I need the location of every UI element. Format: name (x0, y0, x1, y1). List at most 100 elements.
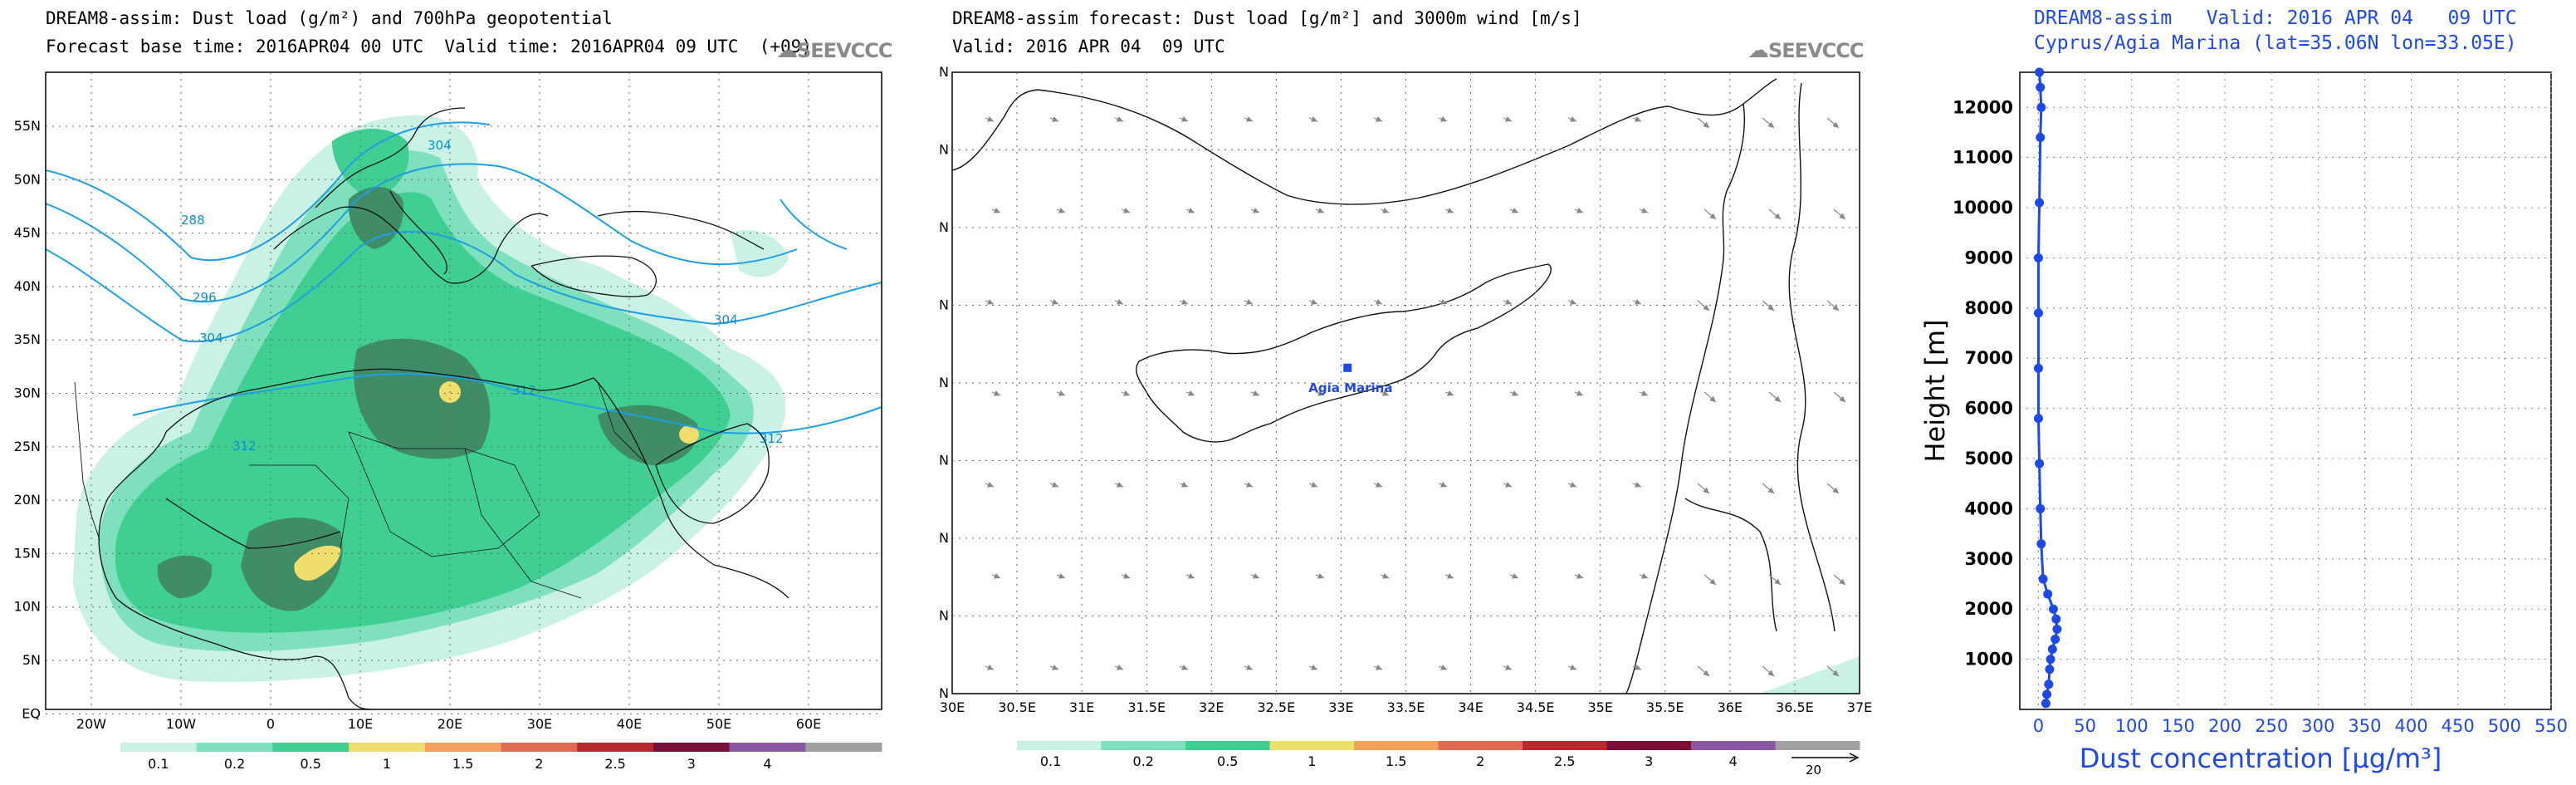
map2-graticule (952, 72, 1860, 694)
svg-text:34E: 34E (1458, 699, 1483, 715)
svg-text:0.5: 0.5 (1217, 753, 1238, 769)
profile-point (2035, 459, 2045, 469)
profile-y-ticks: 1000 2000 3000 4000 5000 6000 7000 8000 9000 1000… (1953, 97, 2013, 669)
coastlines-cyprus (952, 78, 1835, 694)
profile-point (2036, 503, 2046, 513)
seevccc-logo: ☁SEEVCCC (1747, 38, 1864, 63)
station-label: Agia Marina (1308, 380, 1392, 395)
svg-text:30N: 30N (14, 385, 41, 401)
x-tick-label: 250 (2255, 716, 2288, 736)
cyprus-wind-map-panel: DREAM8-assim forecast: Dust load [g/m²] … (938, 0, 1876, 785)
y-tick-label: 1000 (1965, 650, 2013, 670)
profile-point (2043, 589, 2053, 599)
svg-text:50E: 50E (706, 716, 731, 732)
x-tick-label: 200 (2208, 716, 2241, 736)
dust-field (73, 115, 789, 682)
y-tick-label: 2000 (1965, 599, 2013, 619)
x-tick-label: 0 (2033, 716, 2044, 736)
map1-lat-labels: 55N 50N 45N 40N 35N 30N 25N 20N 15N 10N … (14, 118, 41, 721)
map1-lon-labels: 20W 10W 0 10E 20E 30E 40E 50E 60E (76, 716, 821, 732)
svg-text:2.5: 2.5 (1554, 753, 1575, 769)
svg-text:20E: 20E (437, 716, 462, 732)
profile-grid (2020, 72, 2552, 709)
svg-text:20N: 20N (14, 492, 41, 508)
map2-colorbar (1017, 741, 1860, 750)
svg-text:36E: 36E (1718, 699, 1743, 715)
svg-text:288: 288 (181, 213, 205, 228)
x-tick-label: 550 (2534, 716, 2568, 736)
svg-text:15N: 15N (14, 545, 41, 561)
y-tick-label: 4000 (1965, 498, 2013, 518)
svg-text:33E: 33E (1328, 699, 1353, 715)
map2-svg: Agia Marina 30E 30.5E 31E 31.5E 32E 32.5… (938, 64, 1872, 778)
svg-text:37N: 37N (938, 64, 949, 80)
map2-lon-labels: 30E 30.5E 31E 31.5E 32E 32.5E 33E 33.5E … (940, 699, 1872, 715)
profile-point (2033, 308, 2043, 318)
svg-text:0.2: 0.2 (1133, 753, 1154, 769)
svg-text:35.5N: 35.5N (938, 297, 949, 313)
svg-text:32E: 32E (1199, 699, 1224, 715)
svg-text:3: 3 (1645, 753, 1653, 769)
svg-text:40E: 40E (617, 716, 642, 732)
svg-text:1: 1 (383, 756, 391, 772)
map1-colorbar-labels: 0.1 0.2 0.5 1 1.5 2 2.5 3 4 (148, 756, 771, 772)
svg-text:10N: 10N (14, 599, 41, 615)
profile-point (2036, 539, 2046, 549)
profile-point (2045, 665, 2055, 675)
svg-text:20: 20 (1806, 763, 1821, 778)
map2-lat-labels: 37N 36.5N 36N 35.5N 35N 34.5N 34N 33.5N … (938, 64, 949, 701)
svg-text:0.5: 0.5 (301, 756, 321, 772)
svg-text:25N: 25N (14, 439, 41, 454)
dust-patch (1760, 656, 1860, 694)
wind-vectors (985, 115, 1846, 677)
svg-text:5N: 5N (22, 652, 41, 668)
svg-text:EQ: EQ (22, 705, 41, 721)
x-tick-label: 50 (2074, 716, 2096, 736)
svg-text:36.5E: 36.5E (1776, 699, 1814, 715)
y-tick-label: 12000 (1953, 97, 2013, 117)
profile-point (2048, 604, 2058, 614)
profile-point (2036, 102, 2046, 112)
svg-text:0: 0 (266, 716, 275, 732)
svg-text:31.5E: 31.5E (1127, 699, 1166, 715)
y-tick-label: 7000 (1965, 348, 2013, 368)
x-tick-label: 500 (2488, 716, 2521, 736)
svg-text:34.5N: 34.5N (938, 453, 949, 469)
svg-text:312: 312 (512, 383, 536, 398)
svg-text:55N: 55N (14, 118, 41, 134)
y-tick-label: 8000 (1965, 298, 2013, 318)
profile-point (2035, 198, 2045, 208)
svg-text:0.1: 0.1 (148, 756, 169, 772)
map1-subtitle: Forecast base time: 2016APR04 00 UTC Val… (46, 37, 812, 56)
seevccc-logo: ☁SEEVCCC (776, 38, 892, 63)
wind-reference: 20 (1791, 753, 1860, 778)
svg-text:32.5E: 32.5E (1257, 699, 1295, 715)
vertical-profile-panel: DREAM8-assim Valid: 2016 APR 04 09 UTC C… (1901, 0, 2576, 785)
svg-text:33.5N: 33.5N (938, 608, 949, 624)
profile-ylabel: Height [m] (1919, 319, 1951, 462)
svg-text:1: 1 (1308, 753, 1316, 769)
profile-title: DREAM8-assim Valid: 2016 APR 04 09 UTC (2034, 7, 2517, 29)
profile-point (2033, 363, 2043, 373)
x-tick-label: 350 (2348, 716, 2381, 736)
profile-subtitle: Cyprus/Agia Marina (lat=35.06N lon=33.05… (2034, 32, 2517, 54)
profile-point (2038, 574, 2048, 584)
dust-profile-points (2033, 67, 2062, 709)
svg-text:34N: 34N (938, 530, 949, 546)
profile-point (2036, 133, 2046, 143)
y-tick-label: 10000 (1953, 198, 2013, 218)
svg-text:40N: 40N (14, 278, 41, 294)
profile-point (2042, 689, 2052, 699)
svg-text:33N: 33N (938, 685, 949, 701)
map1-title: DREAM8-assim: Dust load (g/m²) and 700hP… (46, 8, 613, 28)
svg-text:4: 4 (763, 756, 771, 772)
dust-load-map-panel: DREAM8-assim: Dust load (g/m²) and 700hP… (0, 0, 897, 785)
svg-text:36N: 36N (938, 219, 949, 235)
profile-x-ticks: 0 50 100 150 200 250 300 350 400 450 500 550 (2033, 716, 2568, 736)
profile-point (2051, 614, 2061, 624)
profile-point (2051, 634, 2060, 644)
svg-text:304: 304 (428, 138, 452, 153)
profile-point (2033, 414, 2043, 424)
svg-text:2: 2 (535, 756, 543, 772)
svg-text:296: 296 (193, 290, 217, 305)
